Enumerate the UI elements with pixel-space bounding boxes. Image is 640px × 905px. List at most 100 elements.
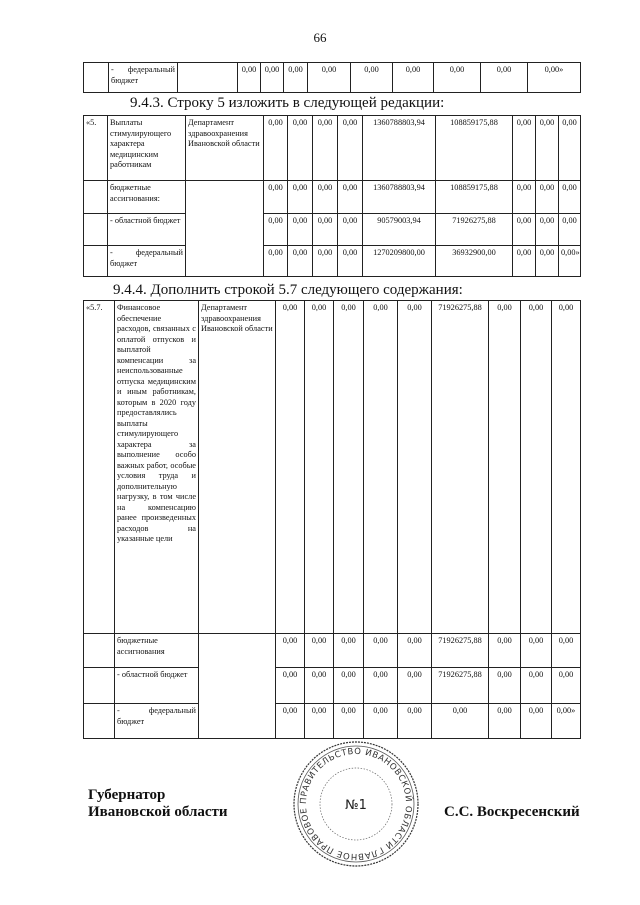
value-cell: 0,00: [363, 667, 398, 704]
value-cell: 0,00: [287, 213, 313, 246]
value-cell: 0,00: [287, 115, 313, 181]
row-name-cell: Выплаты стимулирующего характера медицин…: [107, 115, 186, 181]
value-cell: 0,00: [488, 703, 521, 739]
value-cell: 71926275,88: [431, 300, 489, 634]
value-cell: 0,00: [558, 180, 581, 214]
value-cell: 0,00: [337, 245, 363, 277]
value-cell: 0,00: [488, 633, 521, 668]
row-name-cell: - областной бюджет: [107, 213, 186, 246]
value-cell: 0,00: [287, 245, 313, 277]
value-cell: 0,00: [520, 667, 552, 704]
value-cell: 0,00: [275, 633, 305, 668]
value-cell: 0,00: [535, 115, 559, 181]
value-cell: 0,00: [333, 300, 364, 634]
responsible-org-cell: Департамент здравоохранения Ивановской о…: [198, 300, 276, 634]
value-cell: 0,00: [312, 115, 338, 181]
value-cell: 0,00: [558, 115, 581, 181]
table-federal-budget-continuation: - федеральный бюджет 0,00 0,00 0,00 0,00 0,00…: [83, 62, 581, 93]
table-row: «5.7. Финансовое обеспечение расходов, св…: [83, 300, 581, 634]
row-name-cell: бюджетные ассигнования: [114, 633, 199, 668]
table-row: бюджетные ассигнования 0,00 0,00 0,00 0,00 0,…: [83, 633, 581, 739]
value-cell: 0,00»: [551, 703, 581, 739]
table-row: - федеральный бюджет 0,00 0,00 0,00 0,00 1270…: [83, 245, 581, 277]
value-cell: 0,00: [392, 62, 434, 93]
value-cell: 0,00: [520, 300, 552, 634]
value-cell: 0,00: [397, 703, 432, 739]
table-row: - областной бюджет 0,00 0,00 0,00 0,00 905790…: [83, 213, 581, 246]
value-cell: 0,00: [283, 62, 308, 93]
heading-9-4-3: 9.4.3. Строку 5 изложить в следующей ред…: [130, 95, 445, 111]
value-cell: 0,00: [350, 62, 393, 93]
row-number-cell: [83, 62, 109, 93]
value-cell: 0,00: [275, 667, 305, 704]
page-number: 66: [313, 30, 327, 45]
value-cell: 108859175,88: [435, 180, 513, 214]
signatory-name: С.С. Воскресенский: [444, 804, 580, 820]
row-number-cell: [83, 667, 115, 704]
row-number-cell: [83, 633, 115, 668]
value-cell: 0,00»: [558, 245, 581, 277]
value-cell: 0,00: [263, 213, 288, 246]
value-cell: 0,00: [480, 62, 528, 93]
row-name-cell: - федеральный бюджет: [114, 703, 199, 739]
value-cell: 0,00: [363, 633, 398, 668]
value-cell: 0,00: [535, 245, 559, 277]
table-row: бюджетные ассигнования: 0,00 0,00 0,00 0,00 1…: [83, 180, 581, 277]
value-cell: 0,00: [535, 180, 559, 214]
value-cell: 0,00: [263, 245, 288, 277]
heading-9-4-4: 9.4.4. Дополнить строкой 5.7 следующего …: [113, 282, 463, 298]
responsible-org-cell: [185, 180, 264, 277]
value-cell: 0,00: [551, 667, 581, 704]
value-cell: 71926275,88: [431, 667, 489, 704]
value-cell: 0,00: [237, 62, 261, 93]
value-cell: 0,00»: [527, 62, 581, 93]
value-cell: 0,00: [363, 300, 398, 634]
value-cell: 1360788803,94: [362, 115, 436, 181]
value-cell: 0,00: [397, 300, 432, 634]
table-row: - федеральный бюджет 0,00 0,00 0,00 0,00 0,00…: [83, 62, 581, 93]
row-name-cell: - областной бюджет: [114, 667, 199, 704]
responsible-org-cell: Департамент здравоохранения Ивановской о…: [185, 115, 264, 181]
table-row: «5. Выплаты стимулирующего характера меди…: [83, 115, 581, 181]
value-cell: 1270209800,00: [362, 245, 436, 277]
row-number-cell: [83, 213, 108, 246]
table-row: - федеральный бюджет 0,00 0,00 0,00 0,00 0,00…: [83, 703, 581, 739]
value-cell: 0,00: [551, 633, 581, 668]
value-cell: 108859175,88: [435, 115, 513, 181]
value-cell: 0,00: [304, 703, 334, 739]
responsible-org-cell: [198, 633, 276, 739]
row-name-cell: бюджетные ассигнования:: [107, 180, 186, 214]
value-cell: 0,00: [312, 245, 338, 277]
row-number-cell: «5.: [83, 115, 108, 181]
value-cell: 0,00: [304, 667, 334, 704]
value-cell: 0,00: [512, 115, 536, 181]
value-cell: 0,00: [312, 180, 338, 214]
table-row-5-7: «5.7. Финансовое обеспечение расходов, св…: [83, 300, 581, 739]
value-cell: 0,00: [512, 213, 536, 246]
row-name-cell: - федеральный бюджет: [107, 245, 186, 277]
value-cell: 0,00: [304, 633, 334, 668]
value-cell: 71926275,88: [431, 633, 489, 668]
signatory-title-line2: Ивановской области: [88, 804, 228, 820]
value-cell: 0,00: [337, 180, 363, 214]
value-cell: 0,00: [333, 633, 364, 668]
signatory-title-line1: Губернатор: [88, 787, 166, 803]
responsible-org-cell: [177, 62, 238, 93]
row-name-cell: Финансовое обеспечение расходов, связанн…: [114, 300, 199, 634]
value-cell: 0,00: [337, 115, 363, 181]
value-cell: 1360788803,94: [362, 180, 436, 214]
value-cell: 0,00: [304, 300, 334, 634]
table-row-5: «5. Выплаты стимулирующего характера меди…: [83, 115, 581, 277]
value-cell: 0,00: [397, 667, 432, 704]
value-cell: 0,00: [260, 62, 284, 93]
value-cell: 0,00: [263, 115, 288, 181]
value-cell: 71926275,88: [435, 213, 513, 246]
value-cell: 0,00: [287, 180, 313, 214]
value-cell: 36932900,00: [435, 245, 513, 277]
official-stamp: ПРАВИТЕЛЬСТВО ИВАНОВСКОЙ ОБЛАСТИ ГЛАВНОЕ…: [290, 738, 419, 867]
value-cell: 0,00: [520, 703, 552, 739]
value-cell: 0,00: [431, 703, 489, 739]
signatory-title: Губернатор Ивановской области: [88, 787, 228, 821]
value-cell: 0,00: [535, 213, 559, 246]
value-cell: 0,00: [312, 213, 338, 246]
